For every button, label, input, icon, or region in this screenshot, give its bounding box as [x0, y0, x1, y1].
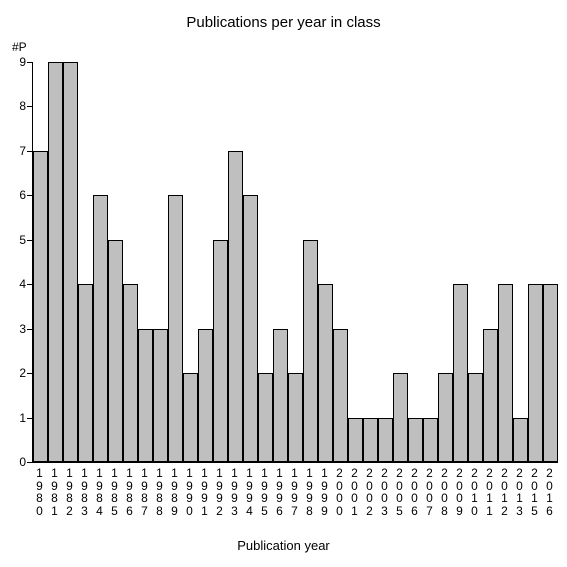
- xtick-label: 2 0 1 1: [484, 467, 496, 517]
- xtick-label: 1 9 8 4: [94, 467, 106, 517]
- bar: [408, 418, 423, 462]
- bar: [108, 240, 123, 462]
- xtick-label: 1 9 8 2: [64, 467, 76, 517]
- xtick-label: 2 0 1 3: [514, 467, 526, 517]
- xtick-label: 1 9 8 8: [154, 467, 166, 517]
- bar: [378, 418, 393, 462]
- xtick-label: 1 9 9 6: [274, 467, 286, 517]
- ytick-mark: [27, 106, 32, 107]
- xtick-label: 1 9 8 7: [139, 467, 151, 517]
- xtick-label: 1 9 9 2: [214, 467, 226, 517]
- xtick-label: 1 9 8 0: [34, 467, 46, 517]
- xtick-label: 1 9 8 3: [79, 467, 91, 517]
- ytick-mark: [27, 462, 32, 463]
- ytick-label: 7: [6, 144, 26, 158]
- bar: [198, 329, 213, 462]
- chart-title: Publications per year in class: [0, 14, 567, 31]
- bar: [528, 284, 543, 462]
- bar: [168, 195, 183, 462]
- bar: [543, 284, 558, 462]
- bar: [318, 284, 333, 462]
- bar: [363, 418, 378, 462]
- y-axis-label: #P: [12, 40, 27, 54]
- bar: [48, 62, 63, 462]
- xtick-label: 2 0 0 7: [424, 467, 436, 517]
- xtick-label: 2 0 0 8: [439, 467, 451, 517]
- xtick-label: 2 0 1 6: [544, 467, 556, 517]
- ytick-label: 3: [6, 322, 26, 336]
- ytick-label: 9: [6, 55, 26, 69]
- bar: [468, 373, 483, 462]
- bar: [513, 418, 528, 462]
- xtick-label: 2 0 0 0: [334, 467, 346, 517]
- xtick-label: 2 0 0 2: [364, 467, 376, 517]
- ytick-label: 0: [6, 455, 26, 469]
- xtick-label: 1 9 8 5: [109, 467, 121, 517]
- bar: [138, 329, 153, 462]
- bar: [303, 240, 318, 462]
- xtick-label: 1 9 8 1: [49, 467, 61, 517]
- ytick-label: 8: [6, 99, 26, 113]
- bar: [273, 329, 288, 462]
- ytick-mark: [27, 240, 32, 241]
- bar: [33, 151, 48, 462]
- ytick-mark: [27, 329, 32, 330]
- xtick-label: 1 9 8 9: [169, 467, 181, 517]
- bar: [333, 329, 348, 462]
- xtick-label: 1 9 9 4: [244, 467, 256, 517]
- ytick-label: 6: [6, 188, 26, 202]
- bar: [153, 329, 168, 462]
- xtick-label: 2 0 1 0: [469, 467, 481, 517]
- xtick-label: 1 9 9 9: [319, 467, 331, 517]
- bar: [243, 195, 258, 462]
- xtick-label: 2 0 0 6: [409, 467, 421, 517]
- bar: [258, 373, 273, 462]
- xtick-label: 2 0 0 5: [394, 467, 406, 517]
- bar: [93, 195, 108, 462]
- xtick-label: 2 0 0 9: [454, 467, 466, 517]
- bar: [483, 329, 498, 462]
- xtick-label: 2 0 1 5: [529, 467, 541, 517]
- xtick-label: 1 9 9 7: [289, 467, 301, 517]
- bar: [123, 284, 138, 462]
- xtick-label: 1 9 9 8: [304, 467, 316, 517]
- xtick-label: 1 9 9 1: [199, 467, 211, 517]
- bar: [393, 373, 408, 462]
- bar: [453, 284, 468, 462]
- bar: [423, 418, 438, 462]
- ytick-mark: [27, 418, 32, 419]
- ytick-mark: [27, 284, 32, 285]
- xtick-label: 2 0 0 1: [349, 467, 361, 517]
- bar: [183, 373, 198, 462]
- xtick-label: 2 0 1 2: [499, 467, 511, 517]
- ytick-mark: [27, 151, 32, 152]
- bar: [438, 373, 453, 462]
- ytick-label: 2: [6, 366, 26, 380]
- bar: [213, 240, 228, 462]
- bar: [288, 373, 303, 462]
- x-axis-label: Publication year: [0, 538, 567, 553]
- ytick-mark: [27, 62, 32, 63]
- ytick-mark: [27, 373, 32, 374]
- ytick-label: 5: [6, 233, 26, 247]
- bar: [63, 62, 78, 462]
- bar: [498, 284, 513, 462]
- bar: [78, 284, 93, 462]
- plot-area: [32, 62, 558, 463]
- ytick-label: 1: [6, 411, 26, 425]
- ytick-label: 4: [6, 277, 26, 291]
- bar: [348, 418, 363, 462]
- ytick-mark: [27, 195, 32, 196]
- publications-bar-chart: Publications per year in class #P Public…: [0, 0, 567, 567]
- bar: [228, 151, 243, 462]
- xtick-label: 1 9 9 3: [229, 467, 241, 517]
- xtick-label: 2 0 0 3: [379, 467, 391, 517]
- xtick-label: 1 9 8 6: [124, 467, 136, 517]
- xtick-label: 1 9 9 5: [259, 467, 271, 517]
- xtick-label: 1 9 9 0: [184, 467, 196, 517]
